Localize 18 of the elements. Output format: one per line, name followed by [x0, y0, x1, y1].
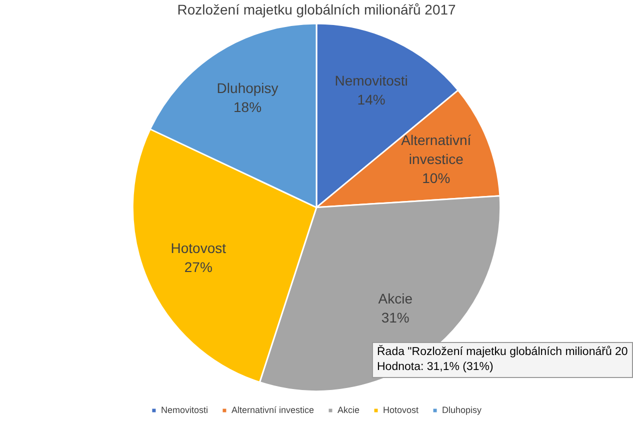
data-label: 10%: [422, 170, 450, 186]
data-label: 14%: [357, 91, 386, 108]
slice-label: Hotovost: [170, 240, 226, 256]
legend-label: Akcie: [338, 404, 360, 415]
data-label: 31%: [381, 309, 410, 326]
slice-label: Dluhopisy: [216, 80, 278, 96]
text: Hodnota: 31,1% (31%): [377, 360, 494, 375]
legend-label: Hotovost: [383, 404, 420, 415]
legend-label: Alternativní investice: [231, 404, 314, 415]
legend-label: Nemovitosti: [160, 404, 208, 415]
slice-label: Alternativní investice: [401, 132, 472, 167]
chart-title: Rozložení majetku globálních milionářů 2017: [177, 1, 456, 18]
text: Řada "Rozložení majetku globálních milionářů 20: [377, 345, 628, 360]
data-label: 27%: [184, 258, 212, 275]
data-label: 18%: [234, 99, 262, 116]
slice-label: Nemovitosti: [334, 72, 408, 88]
slice-label: Akcie: [378, 290, 413, 306]
legend-label: Dluhopisy: [442, 404, 482, 415]
